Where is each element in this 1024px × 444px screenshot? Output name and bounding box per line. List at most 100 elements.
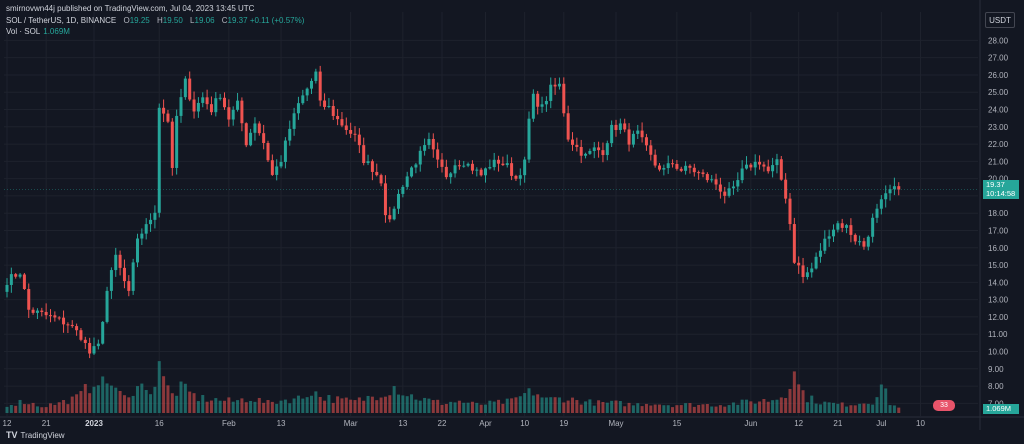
y-tick-label: 21.00 — [988, 157, 1009, 166]
volume-bar — [779, 397, 783, 413]
candle-body — [497, 159, 501, 164]
volume-bar — [884, 388, 888, 413]
close-value: 19.37 — [227, 16, 248, 25]
candle-body — [327, 105, 331, 107]
price-axis-unit-button[interactable]: USDT — [985, 12, 1015, 28]
close-label: C — [221, 16, 228, 25]
volume-bar — [610, 400, 614, 413]
tradingview-logo[interactable]: TV TradingView — [6, 430, 65, 440]
candle-body — [362, 145, 366, 163]
candle-body — [244, 123, 248, 146]
candle-body — [801, 265, 805, 277]
volume-bar — [544, 397, 548, 413]
candle-body — [897, 186, 901, 190]
y-tick-label: 27.00 — [988, 54, 1009, 63]
candle-body — [818, 250, 822, 257]
volume-bar — [340, 398, 344, 413]
candle-body — [323, 100, 327, 107]
candle-body — [484, 168, 487, 176]
candle-body — [18, 274, 22, 277]
candle-body — [179, 97, 183, 116]
volume-bar — [305, 397, 309, 413]
candle-body — [832, 229, 835, 237]
volume-bar — [518, 396, 522, 413]
candle-body — [75, 326, 79, 331]
candle-body — [644, 137, 648, 146]
volume-bar — [697, 404, 701, 413]
volume-bar — [214, 398, 218, 413]
candle-body — [466, 163, 470, 166]
candle-body — [566, 113, 570, 140]
candle-body — [53, 315, 57, 318]
volume-bar — [109, 385, 113, 413]
volume-bar — [366, 395, 370, 413]
candle-body — [562, 83, 566, 114]
candle-body — [636, 130, 640, 134]
candle-body — [388, 215, 392, 220]
volume-legend: Vol · SOL 1.069M — [6, 27, 70, 36]
volume-bar — [845, 406, 849, 413]
y-tick-label: 15.00 — [988, 261, 1009, 270]
volume-bar — [192, 393, 196, 413]
y-tick-label: 12.00 — [988, 313, 1009, 322]
volume-bar — [122, 395, 126, 413]
volume-bar — [440, 404, 444, 413]
candle-body — [623, 123, 627, 130]
volume-bar — [140, 383, 144, 413]
volume-bar — [536, 394, 540, 413]
volume-bar — [414, 399, 418, 413]
volume-bar — [788, 388, 792, 413]
candle-body — [827, 236, 831, 239]
volume-bar — [588, 399, 592, 413]
candle-body — [592, 147, 596, 151]
candle-body — [96, 343, 100, 347]
candle-body — [692, 167, 696, 173]
candle-body — [853, 234, 857, 242]
open-value: 19.25 — [129, 16, 150, 25]
volume-bar — [888, 405, 892, 413]
candle-body — [109, 270, 113, 291]
candle-body — [118, 254, 122, 268]
event-badge[interactable]: 33 — [933, 400, 955, 411]
volume-bar — [853, 405, 857, 413]
volume-bar — [57, 402, 61, 413]
candle-body — [510, 163, 514, 176]
volume-bar — [453, 402, 457, 413]
symbol-label[interactable]: SOL / TetherUS, 1D, BINANCE — [6, 16, 117, 25]
candle-body — [584, 153, 588, 156]
candle-body — [183, 78, 187, 98]
candle-body — [240, 100, 244, 124]
candle-body — [662, 168, 666, 170]
volume-bar — [231, 401, 235, 413]
volume-bar — [279, 400, 283, 413]
volume-bar — [5, 406, 9, 413]
volume-bar — [357, 397, 361, 413]
candle-body — [218, 97, 222, 99]
candle-body — [62, 317, 66, 325]
candle-body — [131, 262, 135, 291]
candle-body — [249, 132, 253, 146]
candle-body — [727, 188, 731, 196]
volume-bar — [427, 398, 431, 413]
candle-body — [579, 146, 583, 156]
candle-body — [610, 124, 614, 144]
volume-bar — [644, 403, 648, 413]
candle-body — [310, 80, 313, 89]
volume-label[interactable]: Vol · SOL — [6, 27, 41, 36]
volume-bar — [492, 401, 496, 413]
low-value: 19.06 — [194, 16, 215, 25]
candle-body — [283, 140, 287, 162]
candle-body — [253, 123, 257, 133]
candle-body — [175, 115, 179, 168]
volume-bar — [597, 400, 601, 413]
volume-bar — [40, 407, 44, 413]
high-label: H — [157, 16, 163, 25]
volume-bar — [897, 407, 901, 413]
volume-bar — [418, 400, 422, 413]
candle-body — [305, 88, 309, 96]
volume-bar — [170, 393, 174, 413]
volume-bar — [205, 401, 209, 413]
volume-bar — [575, 400, 579, 413]
